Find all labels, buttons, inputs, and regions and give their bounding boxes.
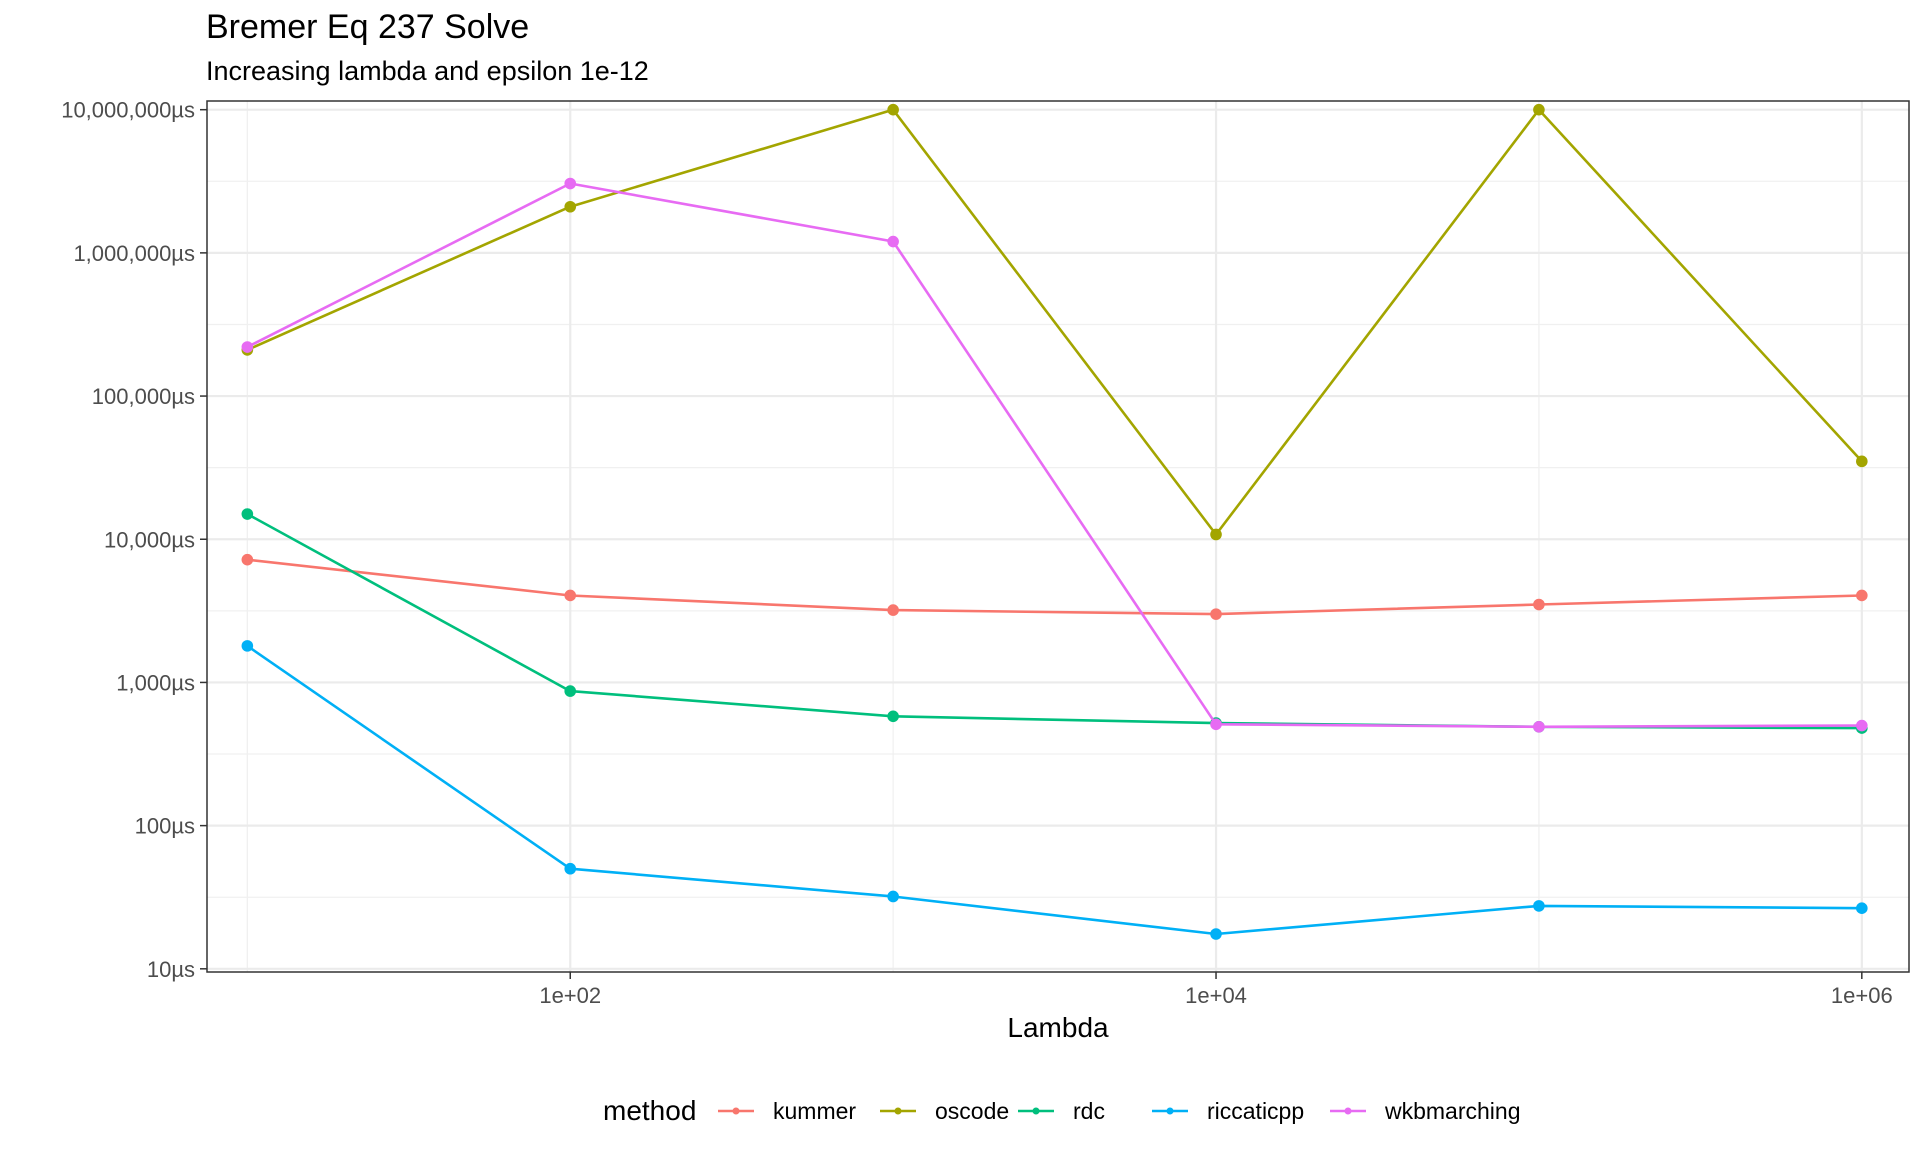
series-line-wkbmarching — [246, 182, 1862, 729]
legend-item-oscode: oscode — [880, 1098, 1009, 1124]
data-point-riccaticpp — [1210, 928, 1222, 940]
x-tick-label: 1e+06 — [1831, 983, 1893, 1008]
series-line-oscode — [246, 108, 1863, 536]
y-tick-label: 1,000µs — [116, 670, 195, 695]
y-tick-label: 100,000µs — [92, 384, 195, 409]
series-wkbmarching — [241, 177, 1868, 733]
data-point-riccaticpp — [564, 862, 577, 875]
y-tick-label: 10,000,000µs — [61, 98, 195, 123]
legend-item-rdc: rdc — [1018, 1098, 1105, 1124]
data-point-riccaticpp — [241, 640, 254, 652]
data-point-kummer — [1210, 608, 1222, 620]
data-point-oscode — [1533, 103, 1545, 116]
data-point-oscode — [1210, 528, 1222, 541]
legend-key-point — [894, 1107, 902, 1115]
data-point-kummer — [1533, 598, 1545, 611]
y-tick-label: 1,000,000µs — [73, 241, 195, 266]
chart-subtitle: Increasing lambda and epsilon 1e-12 — [206, 56, 649, 86]
data-point-riccaticpp — [1856, 902, 1868, 915]
series-oscode — [241, 103, 1868, 541]
data-point-riccaticpp — [887, 890, 899, 903]
legend-key-point — [732, 1107, 740, 1115]
series-line-kummer — [247, 558, 1862, 616]
legend-item-wkbmarching: wkbmarching — [1330, 1098, 1521, 1124]
data-point-kummer — [241, 553, 254, 566]
legend: method kummer oscode rdc riccaticpp wkbmarch… — [603, 1095, 1521, 1126]
data-point-wkbmarching — [1533, 720, 1545, 733]
legend-item-kummer: kummer — [718, 1098, 856, 1124]
x-axis: 1e+02 1e+04 1e+06 — [539, 972, 1893, 1008]
y-axis: 10µs 100µs 1,000µs 10,000µs 100,000µs 1,000,0… — [61, 98, 207, 982]
data-point-kummer — [564, 589, 577, 602]
grid-layer — [207, 101, 1909, 972]
series-kummer — [241, 553, 1868, 620]
data-point-wkbmarching — [564, 177, 577, 190]
x-tick-label: 1e+04 — [1185, 983, 1247, 1008]
data-point-kummer — [887, 604, 899, 616]
panel-border — [206, 100, 1910, 973]
data-point-oscode — [1856, 455, 1868, 468]
data-point-wkbmarching — [887, 235, 899, 248]
legend-title: method — [603, 1095, 696, 1126]
data-point-riccaticpp — [1533, 900, 1545, 912]
y-tick-label: 100µs — [135, 814, 195, 839]
data-point-oscode — [887, 103, 899, 116]
series-layer — [241, 103, 1868, 940]
x-tick-label: 1e+02 — [539, 983, 601, 1008]
data-point-rdc — [887, 710, 899, 723]
series-rdc — [241, 508, 1868, 734]
data-point-wkbmarching — [241, 341, 254, 353]
data-point-wkbmarching — [1856, 719, 1868, 732]
data-point-rdc — [564, 685, 577, 697]
legend-key-point — [1166, 1107, 1174, 1115]
legend-label: oscode — [935, 1098, 1009, 1124]
data-point-wkbmarching — [1210, 718, 1222, 731]
chart-title: Bremer Eq 237 Solve — [206, 8, 529, 46]
data-point-rdc — [241, 508, 254, 520]
x-axis-title: Lambda — [1007, 1012, 1109, 1043]
series-riccaticpp — [241, 640, 1868, 940]
legend-label: kummer — [773, 1098, 856, 1124]
legend-key-point — [1032, 1107, 1040, 1115]
series-line-rdc — [246, 512, 1862, 730]
legend-label: wkbmarching — [1384, 1098, 1521, 1124]
legend-key-point — [1344, 1107, 1352, 1115]
y-tick-label: 10,000µs — [104, 527, 195, 552]
data-point-oscode — [564, 200, 577, 213]
data-point-kummer — [1856, 589, 1868, 602]
series-line-riccaticpp — [246, 644, 1862, 936]
legend-label: riccaticpp — [1207, 1098, 1304, 1124]
legend-label: rdc — [1073, 1098, 1105, 1124]
legend-item-riccaticpp: riccaticpp — [1152, 1098, 1304, 1124]
y-tick-label: 10µs — [147, 957, 195, 982]
